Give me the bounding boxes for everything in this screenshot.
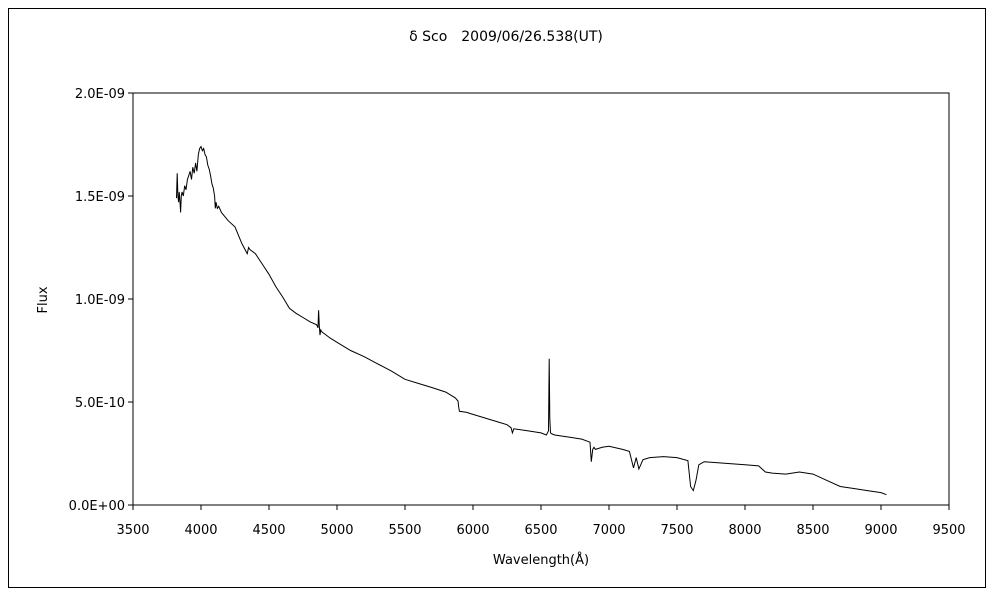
x-tick-label: 5500 [388, 523, 421, 538]
y-tick-label: 2.0E-09 [75, 87, 125, 102]
y-axis-title: Flux [36, 286, 51, 313]
x-tick-label: 3500 [116, 523, 149, 538]
x-tick-label: 8500 [796, 523, 829, 538]
y-tick-label: 1.0E-09 [75, 293, 125, 308]
x-tick-label: 7500 [660, 523, 693, 538]
x-tick-label: 4500 [252, 523, 285, 538]
x-axis-title: Wavelength(Å) [493, 552, 589, 568]
chart-frame: δ Sco 2009/06/26.538(UT) 3500 4000 4500 500… [8, 8, 986, 588]
y-tick-label: 5.0E-10 [75, 396, 125, 411]
y-axis-ticks: 0.0E+00 5.0E-10 1.0E-09 1.5E-09 2.0E-09 [69, 87, 133, 514]
x-axis-ticks: 3500 4000 4500 5000 5500 6000 6500 7000 7500 8000… [116, 505, 966, 538]
spectrum-series-line [176, 145, 887, 496]
chart-svg: δ Sco 2009/06/26.538(UT) 3500 4000 4500 500… [36, 29, 966, 568]
chart-title: δ Sco 2009/06/26.538(UT) [409, 29, 603, 45]
x-tick-label: 6500 [524, 523, 557, 538]
x-tick-label: 4000 [184, 523, 217, 538]
x-tick-label: 9500 [932, 523, 965, 538]
x-tick-label: 9000 [864, 523, 897, 538]
x-tick-label: 5000 [320, 523, 353, 538]
x-tick-label: 6000 [456, 523, 489, 538]
x-tick-label: 8000 [728, 523, 761, 538]
y-tick-label: 0.0E+00 [69, 499, 125, 514]
plot-area [132, 92, 950, 506]
x-tick-label: 7000 [592, 523, 625, 538]
y-tick-label: 1.5E-09 [75, 190, 125, 205]
